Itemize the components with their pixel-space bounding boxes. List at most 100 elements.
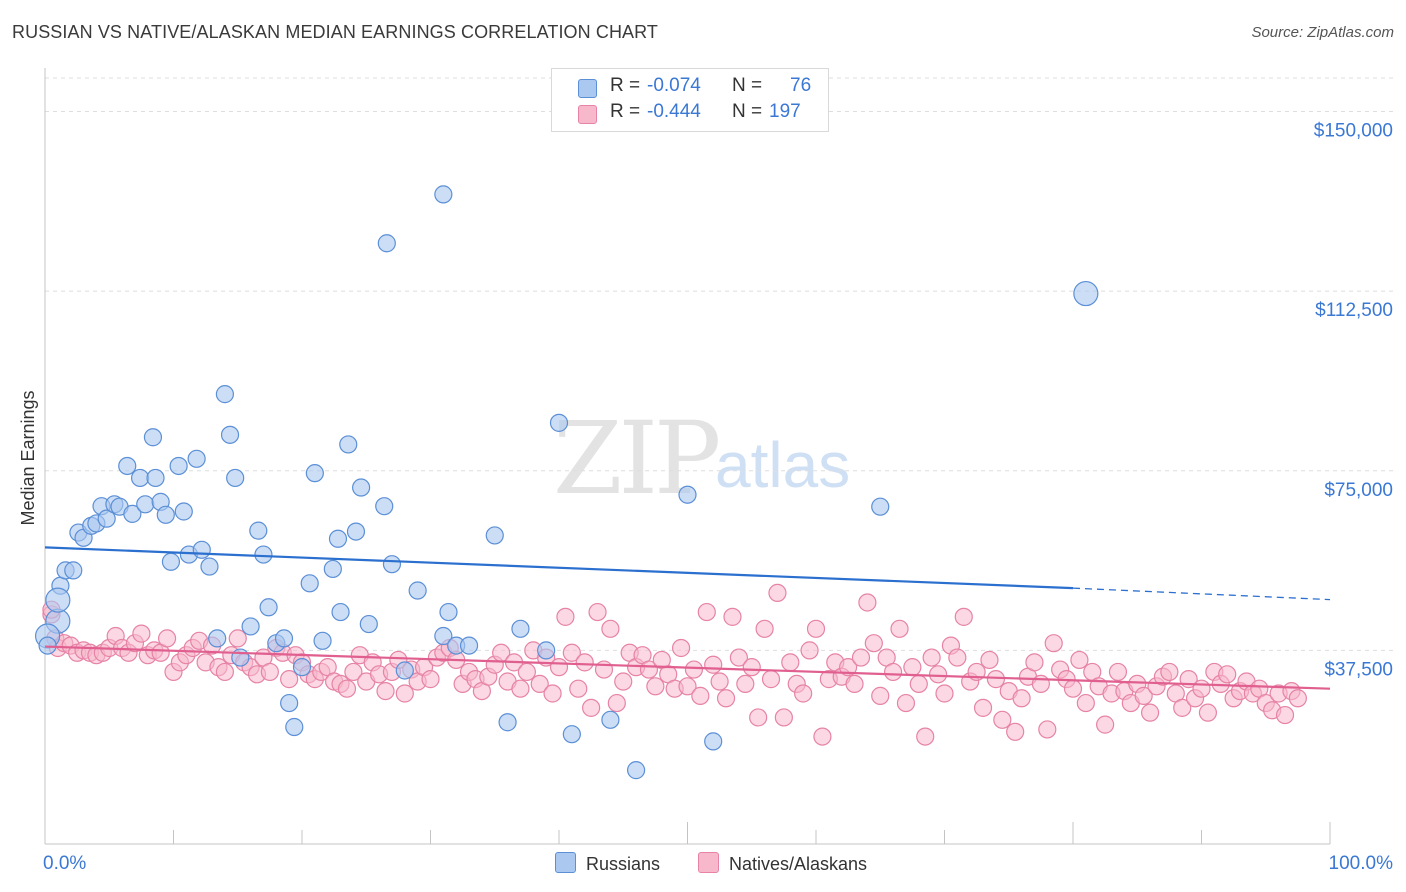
bottom-legend-swatch-natives (698, 852, 719, 873)
x-tick-label-end: 100.0% (1329, 853, 1394, 874)
native-point (1160, 662, 1179, 682)
russian-point (498, 713, 517, 732)
russian-point (377, 234, 396, 253)
native-point (376, 681, 395, 701)
native-point (973, 698, 993, 717)
native-point (1140, 703, 1160, 722)
russian-point (64, 561, 83, 580)
russian-point (375, 497, 394, 516)
russian-point (562, 725, 581, 744)
native-point (813, 727, 832, 746)
native-point (710, 672, 729, 691)
russian-point (259, 598, 278, 617)
legend-row-russians: R = -0.074 N = 76 (552, 75, 828, 101)
russian-point (231, 648, 250, 667)
source-label: Source: ZipAtlas.com (1251, 24, 1394, 41)
native-point (1096, 715, 1115, 734)
native-point (678, 677, 697, 696)
native-point (761, 670, 781, 689)
native-point (922, 648, 941, 667)
native-point (909, 674, 928, 694)
y-tick-label: $37,500 (1324, 659, 1393, 680)
native-point (1006, 722, 1025, 741)
native-point (562, 643, 581, 662)
russian-point (339, 435, 358, 454)
grid-lines (45, 77, 1395, 651)
russian-point (249, 521, 268, 540)
russian-point (331, 602, 350, 622)
russian-point (678, 485, 697, 504)
native-point (1044, 634, 1063, 653)
native-point (845, 674, 864, 694)
russian-point (439, 602, 458, 622)
native-point (794, 684, 813, 703)
native-point (1108, 662, 1128, 682)
russian-point (626, 761, 646, 780)
native-trend-line (44, 645, 1331, 690)
watermark-atlas: atlas (715, 429, 851, 501)
native-point (781, 653, 800, 672)
legend-r-value: -0.074 (647, 75, 701, 96)
russian-point (192, 540, 211, 559)
russian-point (485, 526, 504, 545)
russian-point (226, 468, 245, 488)
russian-point (408, 581, 427, 600)
legend-r-value: -0.444 (647, 101, 701, 122)
y-axis-label: Median Earnings (18, 390, 38, 525)
y-tick-label: $112,500 (1315, 300, 1393, 321)
legend-n-value: 76 (790, 75, 812, 96)
native-point (800, 641, 819, 660)
russian-point (434, 626, 453, 646)
y-tick-label: $150,000 (1314, 121, 1393, 142)
native-point (646, 677, 665, 696)
russian-point (146, 468, 165, 488)
legend-r-label: R = (610, 101, 641, 122)
legend-n-value: 197 (769, 101, 801, 122)
russian-point (156, 505, 175, 524)
native-point (511, 679, 530, 698)
russian-point (161, 552, 181, 571)
russian-point (549, 413, 569, 432)
native-point (530, 674, 549, 694)
russian-point (220, 425, 240, 444)
legend-r-label: R = (610, 75, 641, 96)
russian-point (704, 732, 723, 751)
native-point (395, 684, 414, 703)
native-point (883, 662, 903, 682)
legend-swatch-natives (578, 105, 597, 124)
russian-point (1073, 280, 1099, 307)
native-point (704, 655, 723, 674)
native-point (716, 689, 736, 708)
native-point (684, 660, 704, 679)
bottom-legend-swatch-russians (555, 852, 576, 873)
russian-point (323, 559, 342, 579)
native-point (671, 638, 691, 658)
native-point (871, 686, 890, 705)
russian-point (346, 522, 366, 541)
native-point (774, 708, 793, 727)
native-points (42, 583, 1307, 746)
russian-point (215, 385, 234, 404)
russian-point (45, 587, 71, 613)
native-point (755, 619, 774, 638)
russian-point (280, 693, 299, 713)
bottom-legend-natives: Natives/Alaskans (698, 852, 867, 875)
native-point (851, 648, 871, 667)
native-point (1218, 665, 1237, 684)
native-point (601, 619, 620, 638)
russian-point (300, 574, 319, 593)
native-point (806, 619, 826, 638)
russian-point (313, 631, 332, 650)
native-point (1134, 686, 1153, 705)
russian-point (459, 636, 479, 655)
native-point (556, 607, 575, 626)
russian-point (169, 456, 188, 476)
native-point (543, 684, 562, 703)
native-point (691, 686, 710, 705)
russian-point (511, 619, 530, 638)
native-point (916, 727, 935, 746)
native-point (993, 710, 1012, 729)
native-point (948, 648, 967, 667)
russian-point (97, 509, 116, 528)
